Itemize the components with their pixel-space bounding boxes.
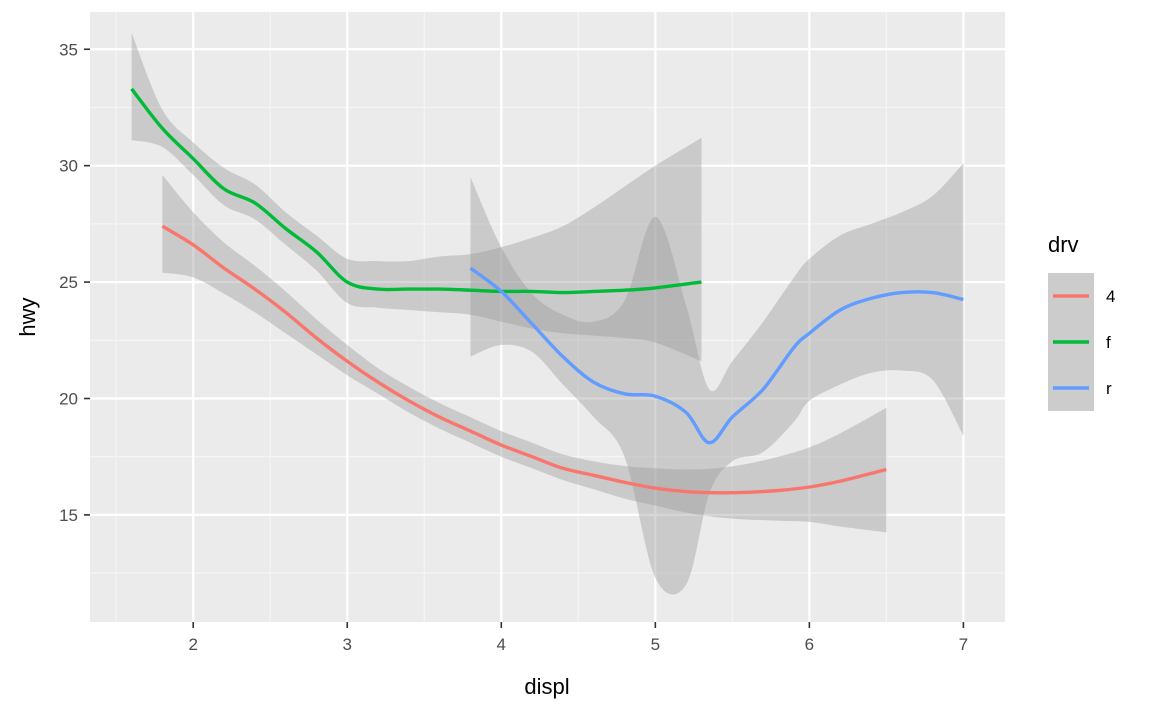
grid-lines <box>90 12 1005 622</box>
confidence-band-r <box>470 163 964 595</box>
series-line-f <box>130 87 702 295</box>
legend: drv 4 f r <box>1048 232 1115 411</box>
legend-label-f: f <box>1106 333 1111 352</box>
y-tick-label: 30 <box>59 157 78 176</box>
series-lines <box>130 87 964 495</box>
axes: 2 3 4 5 6 7 15 20 25 30 35 <box>59 40 968 654</box>
y-axis-title: hwy <box>15 297 40 336</box>
x-axis-title: displ <box>524 674 569 699</box>
y-tick-label: 35 <box>59 40 78 59</box>
y-tick-label: 25 <box>59 273 78 292</box>
confidence-band-4 <box>162 175 887 533</box>
x-tick-label: 5 <box>651 635 660 654</box>
panel-background <box>90 12 1005 622</box>
x-tick-label: 7 <box>959 635 968 654</box>
x-tick-label: 6 <box>805 635 814 654</box>
legend-title: drv <box>1048 232 1079 257</box>
x-tick-label: 3 <box>343 635 352 654</box>
legend-label-4: 4 <box>1106 287 1115 306</box>
x-tick-label: 4 <box>497 635 506 654</box>
series-line-r <box>469 266 964 445</box>
y-tick-label: 15 <box>59 506 78 525</box>
confidence-band-f <box>131 33 702 362</box>
series-line-4 <box>161 224 887 495</box>
confidence-bands <box>131 33 964 595</box>
legend-label-r: r <box>1106 379 1112 398</box>
x-tick-label: 2 <box>188 635 197 654</box>
y-tick-label: 20 <box>59 389 78 408</box>
